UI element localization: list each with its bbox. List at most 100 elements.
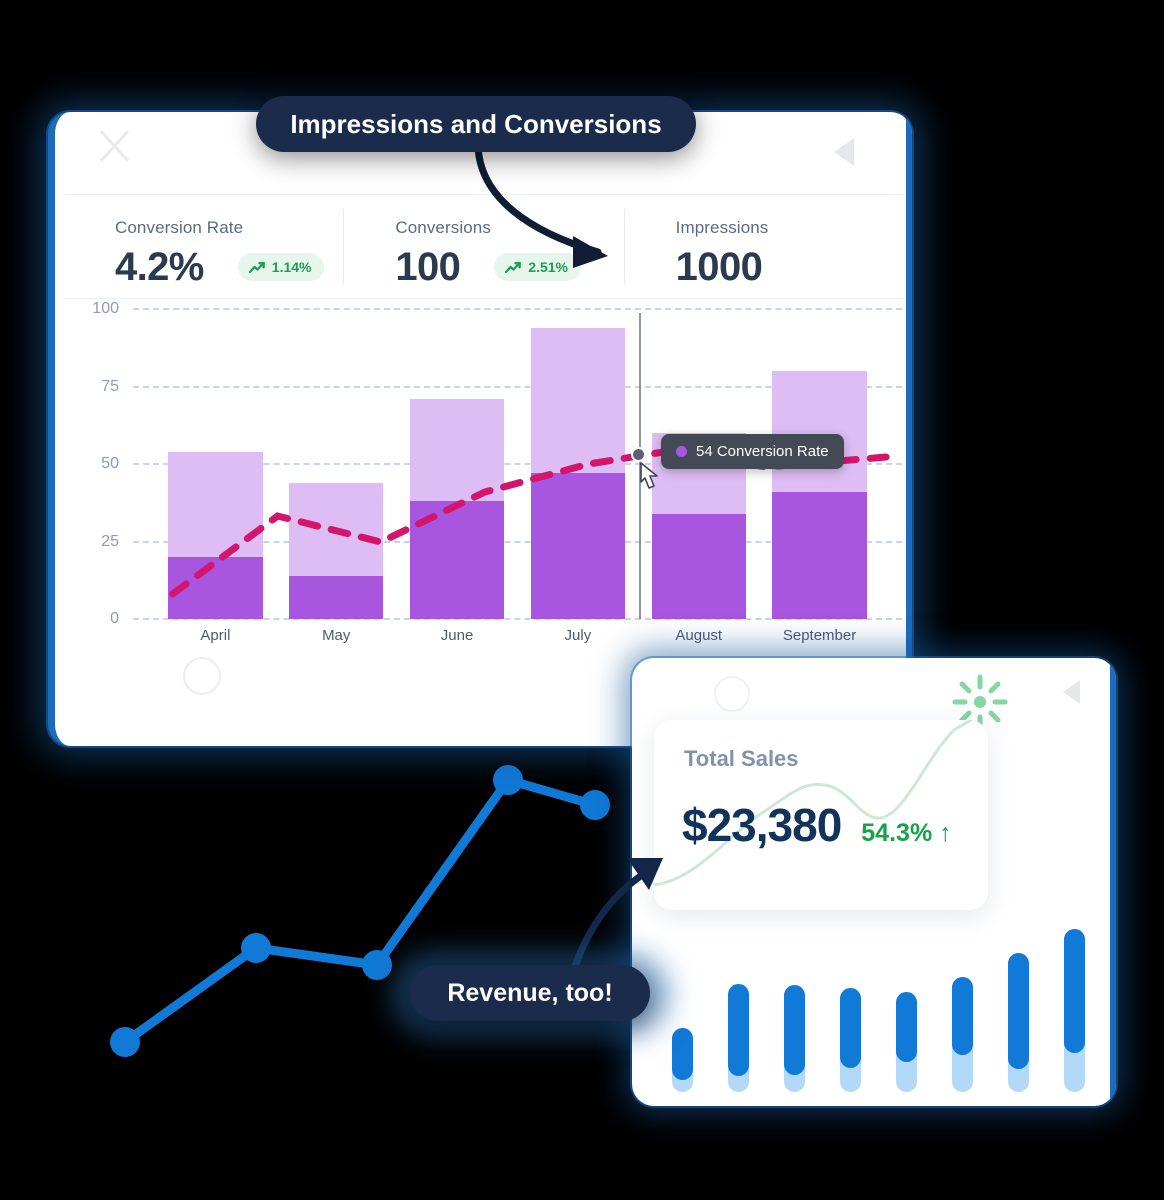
sales-bar-top: [1063, 929, 1085, 1053]
sparkle-icon: [952, 674, 1008, 730]
y-tick: 0: [110, 610, 119, 627]
sales-bar-top: [1007, 953, 1029, 1069]
bar-segment-conversions: [772, 491, 867, 619]
sparkline-background: [654, 720, 974, 887]
grid-line: [133, 618, 902, 620]
grid-line: [133, 308, 902, 310]
kpi-label: Conversion Rate: [115, 217, 244, 237]
bar-column-july[interactable]: [517, 309, 638, 619]
sales-bar-top: [727, 984, 749, 1076]
sales-card-title: Total Sales: [684, 746, 799, 771]
x-label: August: [675, 627, 723, 644]
dashed-trend-path: [173, 452, 887, 594]
sales-bar-column[interactable]: [654, 718, 710, 1092]
sales-bar-column[interactable]: [766, 718, 822, 1092]
trending-up-icon: [248, 261, 265, 273]
sales-bar[interactable]: [895, 992, 917, 1092]
sales-bar[interactable]: [727, 984, 749, 1092]
sales-bar-column[interactable]: [990, 718, 1046, 1092]
kpi-label: Impressions: [675, 217, 769, 237]
kpi-delta-badge: 2.51%: [494, 253, 581, 281]
sales-bar-top: [783, 985, 805, 1075]
sales-bar-top: [895, 992, 917, 1062]
sales-bar-top: [951, 977, 973, 1055]
line-point[interactable]: [362, 950, 392, 980]
revenue-callout-text: Revenue, too!: [447, 978, 613, 1007]
sales-bar-column[interactable]: [878, 718, 934, 1092]
total-sales-card: Total Sales $23,380 54.3% ↑: [654, 720, 988, 910]
x-label: May: [322, 627, 351, 644]
revenue-line-chart: [110, 765, 610, 1057]
pointer-cursor-icon: [640, 462, 658, 489]
back-triangle-icon[interactable]: [1063, 680, 1080, 704]
line-point[interactable]: [110, 1027, 140, 1057]
grid-line: [133, 540, 902, 543]
sales-amount: $23,380: [682, 799, 842, 851]
grid-line: [133, 463, 902, 465]
hover-cursor-line: [639, 313, 641, 619]
kpi-conversion-rate: Conversion Rate 4.2% 1.14%: [63, 195, 343, 298]
line-point[interactable]: [241, 933, 271, 963]
x-label: July: [564, 627, 592, 644]
stacked-bar[interactable]: [530, 327, 626, 619]
sales-bar[interactable]: [671, 1028, 693, 1092]
sales-bar-column[interactable]: [822, 718, 878, 1092]
x-label: April: [200, 627, 231, 644]
x-label: June: [440, 627, 474, 644]
bar-segment-conversions: [530, 473, 626, 619]
kpi-delta-badge: 1.14%: [237, 253, 325, 281]
impressions-conversions-chart: 100 75 50 25 0: [55, 300, 912, 695]
x-label: September: [782, 627, 857, 644]
plot-area: 54 Conversion Rate: [133, 308, 902, 620]
sales-bar-column[interactable]: [1046, 718, 1102, 1092]
sales-bar[interactable]: [839, 988, 861, 1092]
y-axis: 100 75 50 25 0: [55, 300, 127, 627]
title-callout-pill: Impressions and Conversions: [256, 96, 696, 152]
hover-point[interactable]: [631, 447, 646, 462]
y-tick: 100: [92, 300, 119, 317]
line-point[interactable]: [580, 790, 610, 820]
sales-bar-top: [671, 1028, 693, 1080]
sales-bar-column[interactable]: [934, 718, 990, 1092]
kpi-conversions: Conversions 100 2.51%: [343, 195, 623, 298]
kpi-label: Conversions: [395, 217, 491, 237]
window-chrome: [55, 112, 912, 194]
kpi-value: 4.2%: [115, 244, 204, 289]
stacked-bar[interactable]: [772, 371, 867, 619]
kpi-strip: Conversion Rate 4.2% 1.14% Conversions 1: [63, 194, 904, 299]
close-icon[interactable]: [97, 128, 133, 164]
bar-segment-impressions: [530, 327, 626, 474]
bar-segment-conversions: [651, 513, 746, 619]
kpi-delta-text: 2.51%: [528, 259, 568, 275]
kpi-impressions: Impressions 1000: [623, 195, 904, 298]
tooltip-dot: [676, 446, 687, 457]
sales-bar-top: [839, 988, 861, 1068]
stacked-bar[interactable]: [409, 398, 505, 619]
sales-bar[interactable]: [951, 977, 973, 1092]
y-tick: 25: [101, 532, 119, 550]
trending-up-icon: [505, 261, 522, 273]
revenue-callout-pill: Revenue, too!: [410, 965, 650, 1021]
title-callout-text: Impressions and Conversions: [290, 108, 662, 139]
title-callout-arrow: [474, 142, 608, 268]
bar-segment-impressions: [409, 398, 505, 502]
bar-segment-impressions: [772, 371, 867, 492]
line-point[interactable]: [493, 765, 523, 795]
bar-column-june[interactable]: [397, 309, 518, 619]
x-axis-labels: April May June July August September: [133, 627, 902, 644]
bar-column-september[interactable]: [759, 309, 880, 619]
grid-line: [133, 385, 902, 388]
total-sales-window: Total Sales $23,380 54.3% ↑: [632, 658, 1116, 1106]
impressions-conversions-window: Conversion Rate 4.2% 1.14% Conversions 1: [48, 112, 912, 746]
sales-bar[interactable]: [1063, 929, 1085, 1092]
sales-bar[interactable]: [1007, 953, 1029, 1092]
chart-tooltip: 54 Conversion Rate: [661, 434, 844, 469]
decorative-circle: [183, 657, 221, 695]
total-sales-bar-chart: [654, 718, 1102, 1092]
back-triangle-icon[interactable]: [834, 138, 854, 166]
decorative-circle: [714, 676, 750, 712]
sales-bar-column[interactable]: [710, 718, 766, 1092]
y-tick: 75: [101, 377, 119, 395]
sales-bar[interactable]: [783, 985, 805, 1092]
